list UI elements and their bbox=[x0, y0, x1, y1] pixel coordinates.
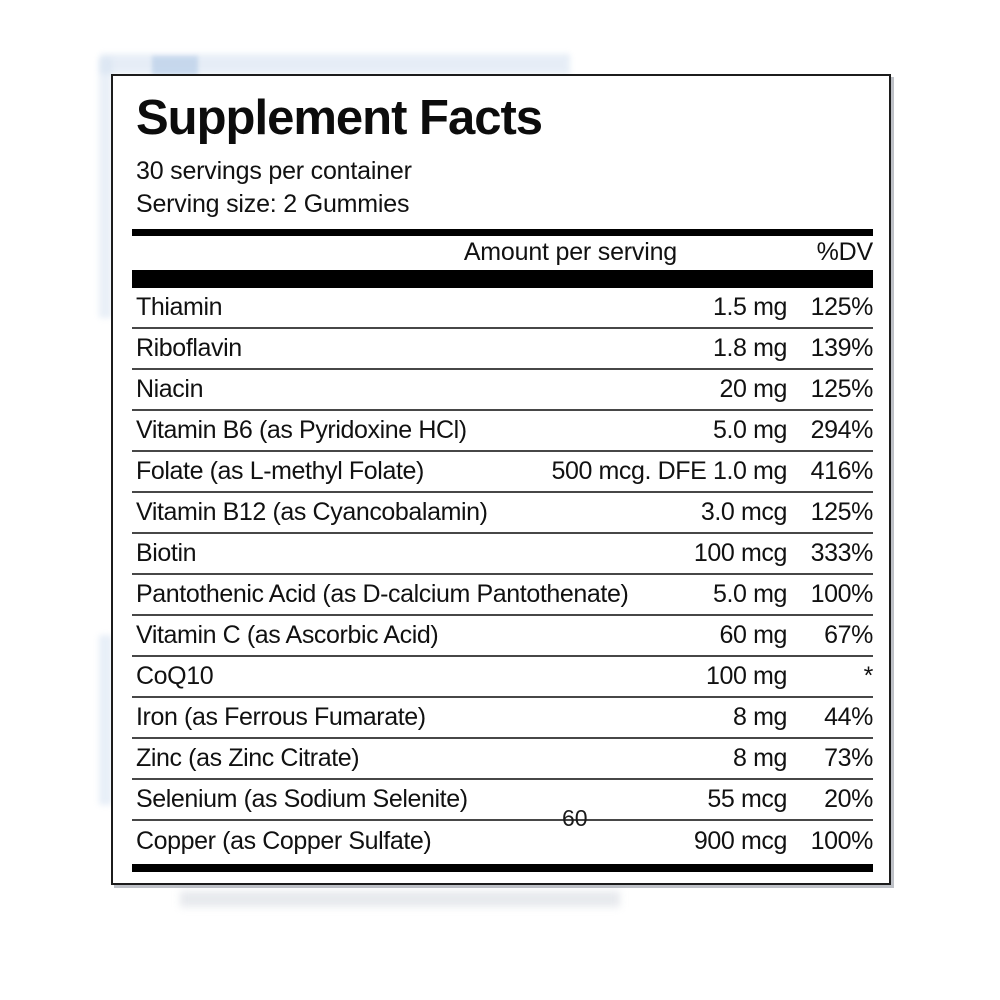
nutrient-dv: 125% bbox=[810, 374, 874, 403]
table-row: Biotin 100 mcg 333% bbox=[132, 534, 873, 575]
column-header-dv: %DV bbox=[816, 238, 874, 267]
nutrient-amount: 5.0 mg bbox=[712, 415, 787, 444]
nutrient-name: Iron (as Ferrous Fumarate) bbox=[136, 702, 426, 731]
nutrient-dv: * bbox=[863, 661, 874, 690]
thick-separator-bar bbox=[132, 269, 873, 288]
nutrient-name: Folate (as L-methyl Folate) bbox=[136, 456, 424, 485]
panel-content: Supplement Facts 30 servings per contain… bbox=[132, 76, 873, 872]
table-row: Iron (as Ferrous Fumarate) 8 mg 44% bbox=[132, 698, 873, 739]
scan-artifact bbox=[100, 54, 570, 74]
nutrient-amount: 1.5 mg bbox=[712, 292, 787, 321]
overlay-page-number: 60 bbox=[562, 805, 588, 831]
nutrient-dv: 294% bbox=[810, 415, 874, 444]
column-header-row: Amount per serving %DV bbox=[132, 236, 873, 270]
column-header-amount: Amount per serving bbox=[463, 238, 677, 267]
nutrient-name: Copper (as Copper Sulfate) bbox=[136, 826, 432, 855]
nutrient-name: Riboflavin bbox=[136, 333, 242, 362]
nutrient-dv: 20% bbox=[824, 784, 873, 813]
table-row: Vitamin C (as Ascorbic Acid) 60 mg 67% bbox=[132, 616, 873, 657]
facts-rows: Thiamin 1.5 mg 125% Riboflavin 1.8 mg 13… bbox=[132, 288, 873, 862]
table-row: Vitamin B12 (as Cyancobalamin) 3.0 mcg 1… bbox=[132, 493, 873, 534]
nutrient-dv: 416% bbox=[810, 456, 874, 485]
nutrient-name: CoQ10 bbox=[136, 661, 214, 690]
table-row: Folate (as L-methyl Folate) 500 mcg. DFE… bbox=[132, 452, 873, 493]
nutrient-amount: 5.0 mg bbox=[712, 579, 787, 608]
nutrient-amount: 1.8 mg bbox=[712, 333, 787, 362]
supplement-facts-panel: Supplement Facts 30 servings per contain… bbox=[111, 74, 891, 885]
table-row: Thiamin 1.5 mg 125% bbox=[132, 288, 873, 329]
panel-title: Supplement Facts bbox=[136, 91, 543, 145]
table-row: Zinc (as Zinc Citrate) 8 mg 73% bbox=[132, 739, 873, 780]
header-top-rule bbox=[132, 228, 873, 236]
table-row: Vitamin B6 (as Pyridoxine HCl) 5.0 mg 29… bbox=[132, 411, 873, 452]
nutrient-dv: 100% bbox=[810, 826, 874, 855]
nutrient-name: Pantothenic Acid (as D-calcium Pantothen… bbox=[136, 579, 629, 608]
nutrient-dv: 73% bbox=[824, 743, 873, 772]
nutrient-name: Vitamin B6 (as Pyridoxine HCl) bbox=[136, 415, 467, 444]
nutrient-dv: 139% bbox=[810, 333, 874, 362]
nutrient-amount: 500 mcg. DFE 1.0 mg bbox=[551, 456, 787, 485]
scan-artifact bbox=[180, 891, 620, 907]
nutrient-name: Vitamin B12 (as Cyancobalamin) bbox=[136, 497, 488, 526]
table-row: Pantothenic Acid (as D-calcium Pantothen… bbox=[132, 575, 873, 616]
nutrient-dv: 125% bbox=[810, 497, 874, 526]
nutrient-name: Niacin bbox=[136, 374, 204, 403]
nutrient-amount: 100 mcg bbox=[693, 538, 787, 567]
table-row: Riboflavin 1.8 mg 139% bbox=[132, 329, 873, 370]
nutrient-dv: 67% bbox=[824, 620, 873, 649]
nutrient-amount: 100 mg bbox=[706, 661, 787, 690]
nutrient-amount: 8 mg bbox=[733, 743, 787, 772]
nutrient-amount: 3.0 mcg bbox=[700, 497, 788, 526]
nutrient-amount: 60 mg bbox=[719, 620, 788, 649]
nutrient-dv: 125% bbox=[810, 292, 874, 321]
table-row: CoQ10 100 mg * bbox=[132, 657, 873, 698]
nutrient-name: Vitamin C (as Ascorbic Acid) bbox=[136, 620, 439, 649]
nutrient-name: Thiamin bbox=[136, 292, 223, 321]
nutrient-dv: 100% bbox=[810, 579, 874, 608]
nutrient-name: Selenium (as Sodium Selenite) bbox=[136, 784, 468, 813]
nutrient-amount: 900 mcg bbox=[693, 826, 787, 855]
serving-size: Serving size: 2 Gummies bbox=[136, 189, 410, 218]
table-row: Niacin 20 mg 125% bbox=[132, 370, 873, 411]
nutrient-amount: 20 mg bbox=[719, 374, 788, 403]
servings-per-container: 30 servings per container bbox=[136, 156, 412, 185]
scan-artifact bbox=[152, 56, 198, 75]
nutrient-amount: 8 mg bbox=[733, 702, 787, 731]
nutrient-dv: 44% bbox=[824, 702, 873, 731]
bottom-bar bbox=[132, 863, 873, 872]
nutrient-name: Zinc (as Zinc Citrate) bbox=[136, 743, 360, 772]
nutrient-dv: 333% bbox=[810, 538, 874, 567]
nutrient-amount: 55 mcg bbox=[707, 784, 787, 813]
table-row: Copper (as Copper Sulfate) 900 mcg 100% bbox=[132, 821, 873, 862]
nutrient-name: Biotin bbox=[136, 538, 197, 567]
table-row: Selenium (as Sodium Selenite) 55 mcg 20% bbox=[132, 780, 873, 821]
